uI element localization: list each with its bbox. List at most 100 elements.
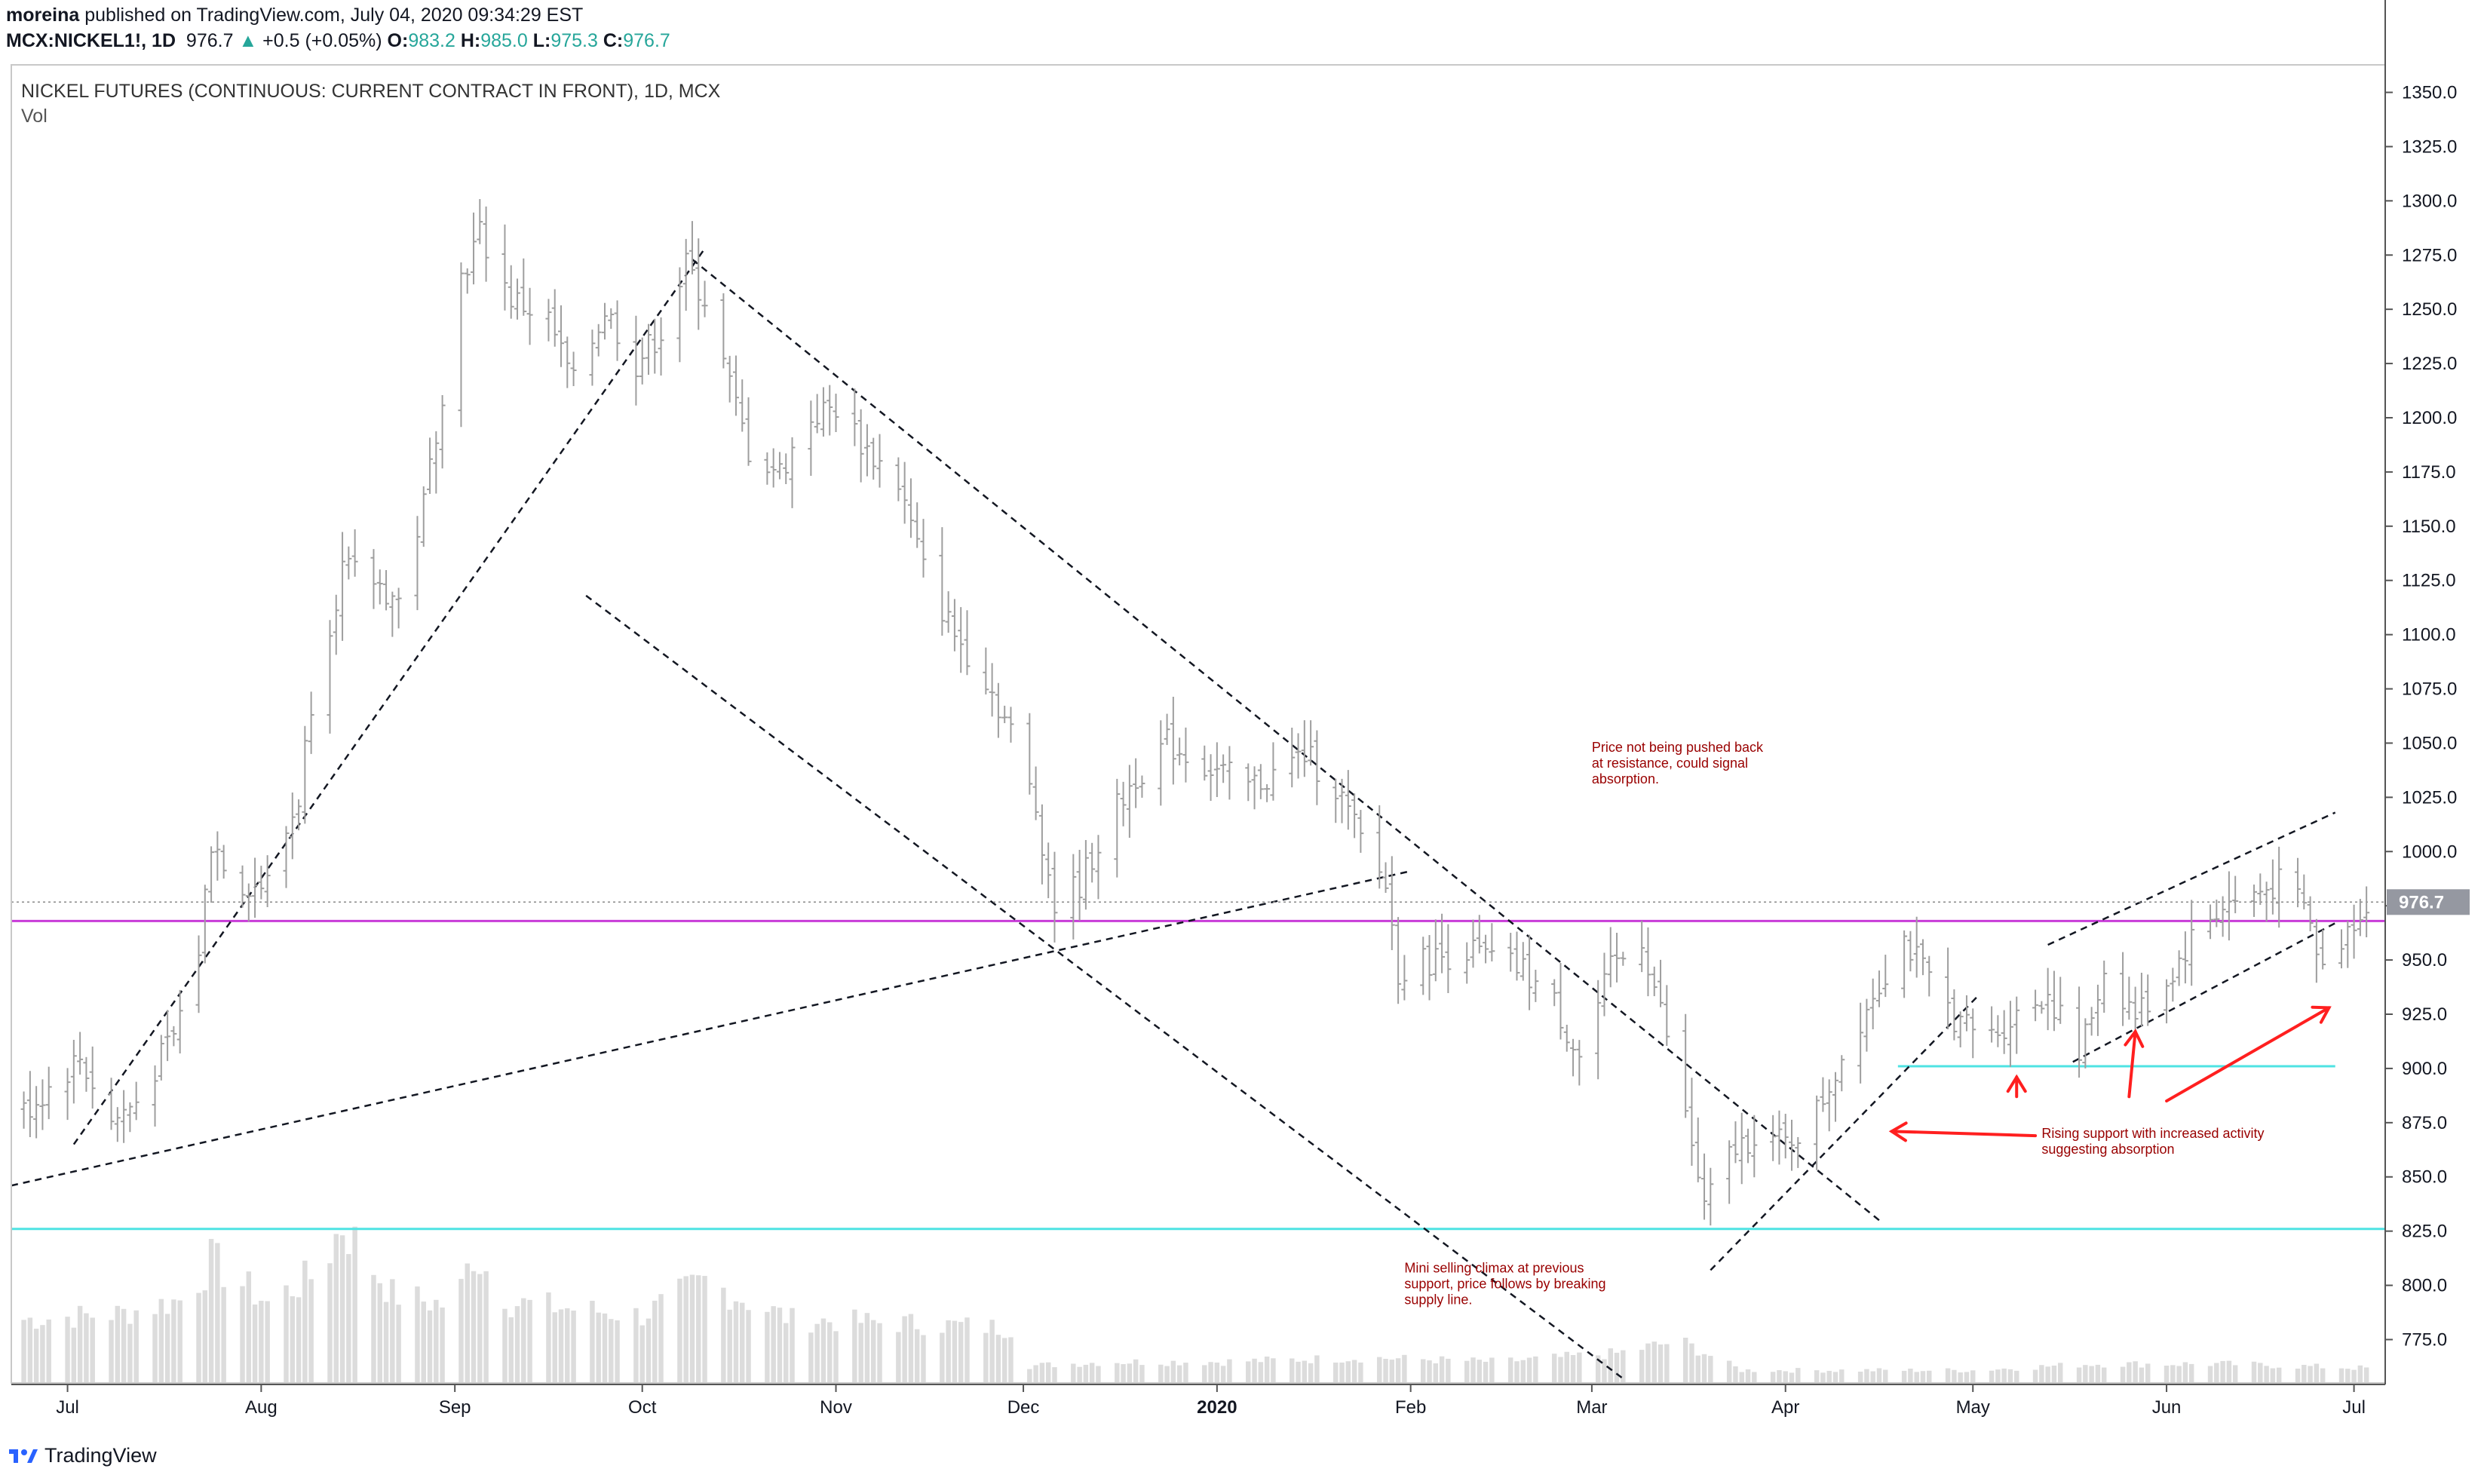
volume-bar [1133,1359,1139,1383]
ohlc-bar [2338,929,2345,969]
volume-bar [1551,1354,1557,1383]
volume-bar [1439,1356,1445,1383]
volume-bar [1483,1361,1489,1383]
volume-bar [1639,1350,1645,1383]
volume-bar [727,1309,732,1383]
volume-bar [1708,1356,1713,1383]
ohlc-bar [2225,871,2232,941]
volume-bar [1039,1363,1045,1383]
ohlc-bar [1926,955,1933,997]
ohlc-bar [152,1065,158,1127]
price-tick-label: 1300.0 [2402,191,2457,211]
ohlc-bar [901,461,908,524]
ohlc-bar [45,1066,52,1120]
ohlc-bar [1332,778,1339,823]
ohlc-bar [351,529,358,577]
ohlc-bar [1664,985,1670,1046]
ohlc-bar [658,317,664,376]
ohlc-bar [2276,846,2283,928]
annotation-line: Mini selling climax at previous [1404,1260,1584,1275]
annotation-arrows [1888,1005,2332,1142]
ohlc-bar [1751,1115,1758,1178]
ohlc-bar [602,302,608,340]
volume-bar [90,1317,95,1383]
tradingview-logo[interactable]: TradingView [8,1444,157,1467]
volume-bar [434,1299,439,1383]
ohlc-bar [1789,1119,1795,1171]
volume-bar [483,1271,489,1383]
volume-bar [2039,1365,2044,1383]
ohlc-bar [2088,1007,2095,1036]
ohlc-bar [501,224,508,311]
volume-bar [1477,1360,1483,1383]
volume-bar [2095,1364,2101,1383]
ohlc-bar [1620,952,1627,966]
ohlc-bar [1551,979,1558,1007]
ohlc-bar [2057,977,2064,1024]
volume-bar [1695,1355,1700,1383]
author-name[interactable]: moreina [6,5,80,26]
volume-bar [1071,1363,1076,1383]
ohlc-bar [2044,967,2051,1031]
ohlc-bar [983,647,989,694]
ohlc-bar [383,570,390,611]
volume-bar [27,1317,33,1383]
time-axis[interactable]: Jul Aug Sep Oct Nov Dec 2020 Feb Mar Apr May Jun Jul [11,1384,2385,1418]
ohlc-bar [508,265,514,319]
annotation-line: Price not being pushed back [1592,740,1764,755]
open-value: 983.2 [408,30,455,51]
volume-bar [1507,1357,1513,1383]
ohlc-bar [2032,989,2039,1022]
symbol[interactable]: MCX:NICKEL1!, 1D [6,30,176,51]
volume-bar [1027,1369,1032,1383]
volume-bar [390,1279,395,1383]
price-axis[interactable]: 775.0 800.0 825.0 850.0 875.0 900.0 925.0 950.0… [2384,0,2470,1384]
ohlc-bar [1082,839,1089,910]
ohlc-bar [1213,742,1220,797]
price-tick-label: 1025.0 [2402,787,2457,808]
volume-bar [2133,1361,2138,1383]
volume-bar [1832,1372,1838,1383]
volume-bar [1733,1366,1738,1383]
ohlc-bar [1007,707,1014,743]
ohlc-bar [1526,934,1533,1010]
volume-bar [1595,1355,1601,1383]
ohlc-bar [1726,1140,1733,1204]
volume-bar [877,1323,882,1383]
instrument-legend: NICKEL FUTURES (CONTINUOUS: CURRENT CONT… [21,81,721,102]
volume-bar [1077,1366,1082,1383]
volume-bar [1333,1362,1339,1383]
volume-bar [1202,1365,1207,1383]
high-value: 985.0 [480,30,528,51]
ohlc-bar [1745,1128,1752,1164]
ohlc-bar [1532,969,1539,1002]
ohlc-bar [732,355,739,416]
annotation-line: suggesting absorption [2041,1142,2174,1157]
ohlc-bar [439,395,446,469]
volume-bar [1857,1371,1863,1383]
volume-bar [2220,1360,2225,1383]
volume-bar [1526,1357,1532,1383]
ohlc-bar [2007,1001,2013,1067]
ohlc-bar [245,883,252,922]
volume-bar [2363,1367,2369,1383]
ohlc-bar [420,486,427,547]
volume-bar [2014,1370,2019,1383]
ohlc-bar [676,267,683,363]
volume-bar [2051,1365,2057,1383]
ohlc-bar [2013,996,2020,1054]
volume-bar [1395,1358,1401,1383]
arrow-head [2311,1005,2332,1024]
ohlc-bar [1957,1011,1964,1047]
time-tick-label: Sep [439,1397,471,1418]
trend-line [2047,811,2336,946]
volume-bar [1121,1364,1126,1383]
ohlc-bar [833,394,839,433]
ohlc-bar [333,594,339,655]
ohlc-bar [2344,921,2351,968]
arrow-head [2124,1029,2145,1048]
ohlc-bar [1045,842,1052,899]
time-tick-label: Aug [245,1397,278,1418]
low-label: L: [532,30,551,51]
